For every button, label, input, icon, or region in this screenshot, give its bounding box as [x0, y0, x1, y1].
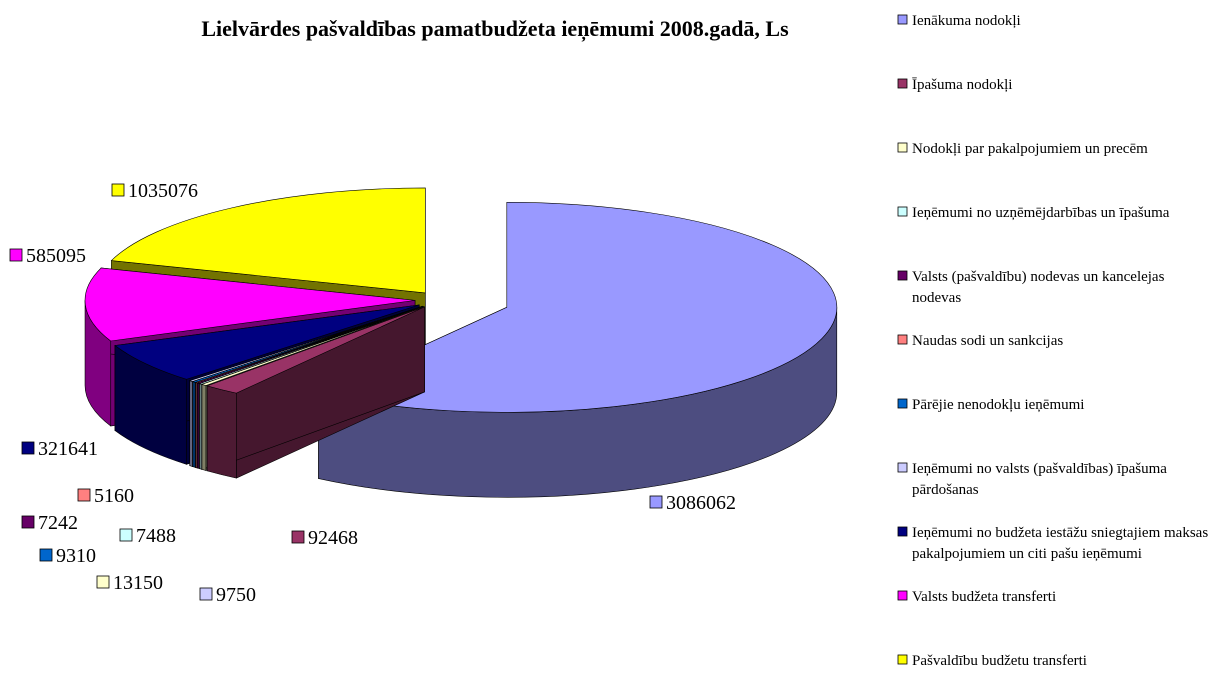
value-label: 3086062 — [666, 492, 736, 514]
slice-top — [84, 267, 416, 342]
legend-label: Nodokļi par pakalpojumiem un precēm — [912, 141, 1148, 157]
value-label: 9750 — [216, 584, 256, 606]
label-key — [291, 530, 305, 544]
legend-key — [897, 398, 908, 409]
slice-wall — [206, 385, 237, 479]
value-label: 13150 — [113, 572, 163, 594]
value-label: 5160 — [94, 485, 134, 507]
legend-label: Valsts budžeta transferti — [912, 589, 1056, 605]
label-key — [77, 488, 91, 502]
legend-label: Pārējie nenodokļu ieņēmumi — [912, 397, 1084, 413]
label-key — [649, 495, 663, 509]
legend-key — [897, 142, 908, 153]
value-label: 7488 — [136, 525, 176, 547]
value-label: 92468 — [308, 527, 358, 549]
legend-label: Ieņēmumi no budžeta iestāžu sniegtajiem … — [912, 525, 1211, 562]
slice-wall — [192, 381, 196, 468]
label-key — [21, 515, 35, 529]
label-key — [96, 575, 110, 589]
label-key — [21, 441, 35, 455]
legend-key — [897, 590, 908, 601]
slice-top — [206, 306, 425, 394]
legend-label: Naudas sodi un sankcijas — [912, 333, 1063, 349]
legend-label: Pašvaldību budžetu transferti — [912, 653, 1087, 669]
slice-wall — [196, 382, 200, 470]
legend-key — [897, 462, 908, 473]
value-label: 7242 — [38, 512, 78, 534]
legend-label: Ieņēmumi no uzņēmējdarbības un īpašuma — [912, 205, 1170, 221]
slice-top — [200, 306, 424, 386]
slice-wall — [189, 380, 193, 467]
slice-wall — [201, 383, 207, 471]
legend-key — [897, 270, 908, 281]
legend-key — [897, 334, 908, 345]
legend-key — [897, 14, 908, 25]
legend-label: Ieņēmumi no valsts (pašvaldības) īpašuma… — [912, 461, 1171, 498]
slice-wall — [195, 382, 198, 469]
slice-top — [317, 202, 838, 413]
value-label: 9310 — [56, 545, 96, 567]
value-label: 1035076 — [128, 180, 198, 202]
label-key — [111, 183, 125, 197]
value-label: 321641 — [38, 438, 98, 460]
legend-label: Valsts (pašvaldību) nodevas un kanceleja… — [912, 269, 1168, 306]
legend-key — [897, 654, 908, 665]
slice — [206, 306, 425, 479]
slice-top — [110, 187, 426, 294]
legend-key — [897, 526, 908, 537]
chart-title: Lielvārdes pašvaldības pamatbudžeta ieņē… — [201, 16, 789, 42]
legend-key — [897, 206, 908, 217]
value-label: 585095 — [26, 245, 86, 267]
legend-key — [897, 78, 908, 89]
label-key — [199, 587, 213, 601]
slice-wall — [199, 383, 203, 470]
legend-label: Ienākuma nodokļi — [912, 13, 1021, 29]
label-key — [39, 548, 53, 562]
label-key — [119, 528, 133, 542]
label-key — [9, 248, 23, 262]
slice-top — [114, 304, 420, 380]
legend-label: Īpašuma nodokļi — [912, 77, 1012, 93]
